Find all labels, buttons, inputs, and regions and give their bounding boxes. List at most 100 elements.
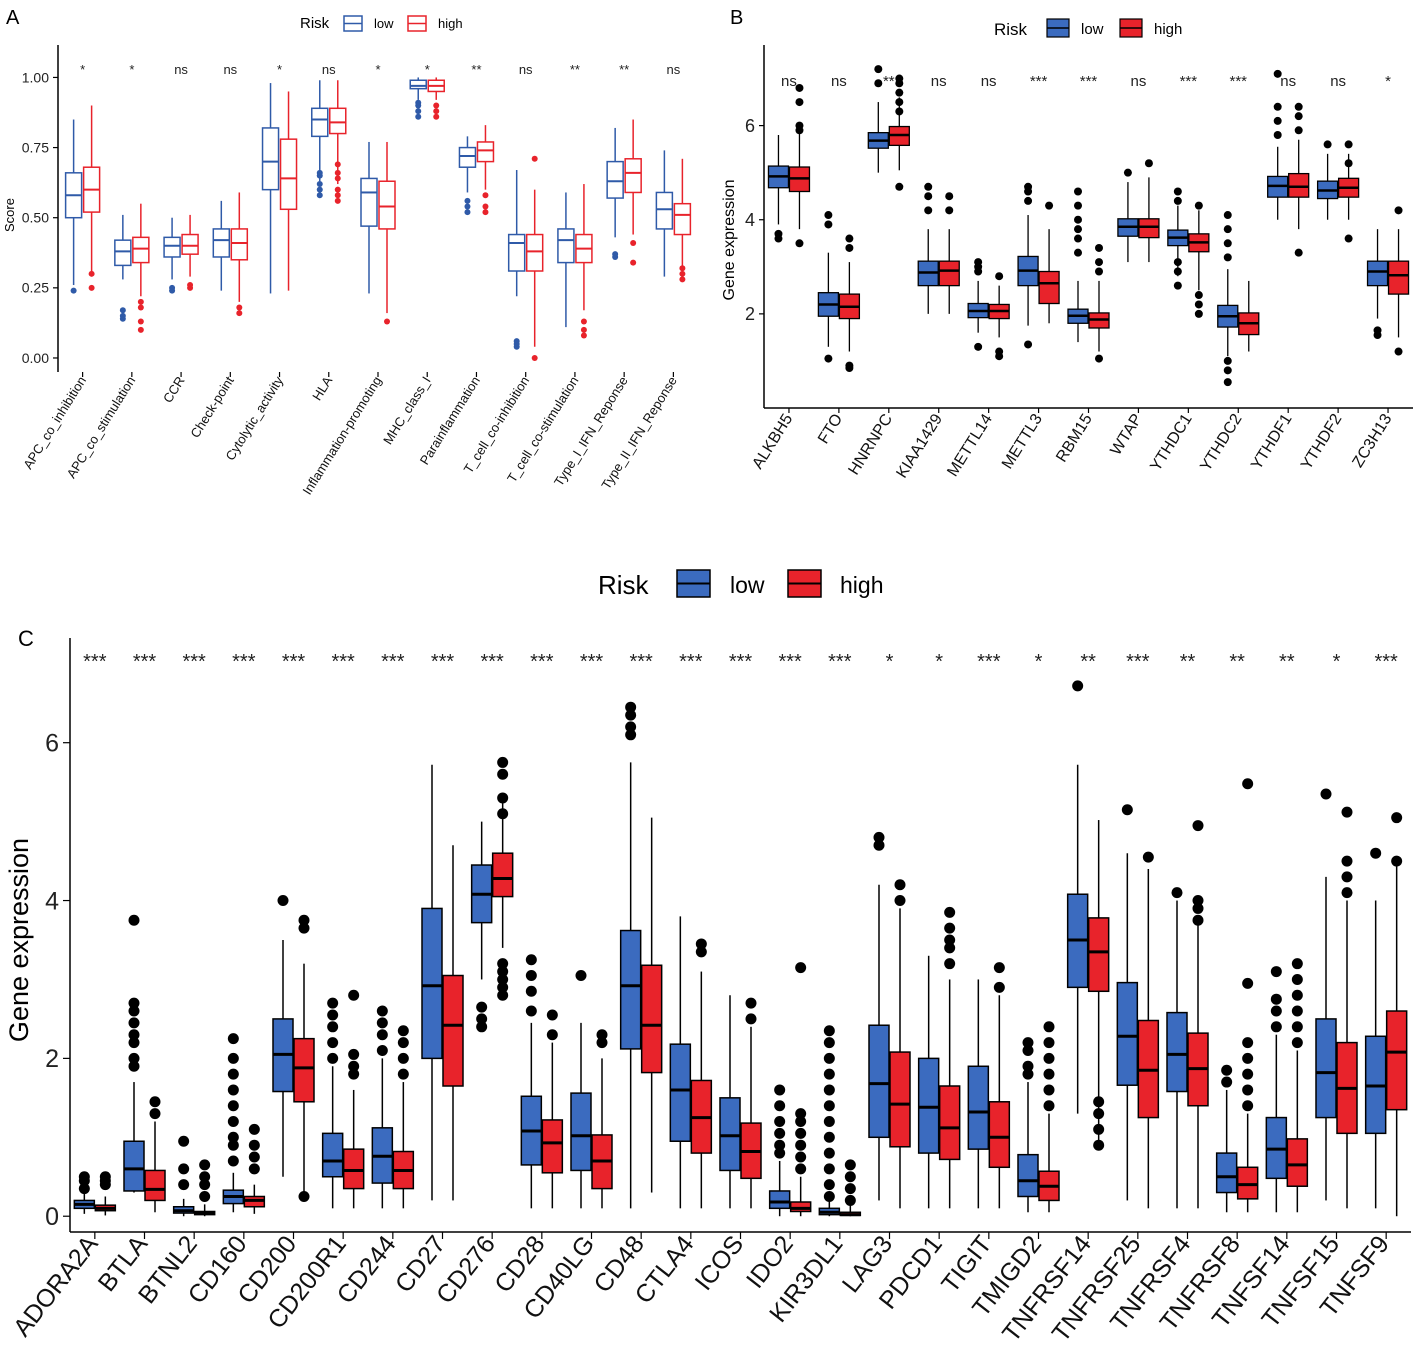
outlier-point [415, 108, 422, 115]
outlier-point [745, 997, 757, 1009]
box-high [1236, 778, 1259, 1213]
outlier-point [334, 161, 341, 168]
outlier-point [327, 1037, 339, 1049]
box-high [1137, 851, 1160, 1209]
significance-label: *** [828, 651, 852, 673]
box-body [938, 260, 960, 287]
box-high [1087, 820, 1110, 1151]
outlier-point [1270, 1005, 1282, 1017]
box-body [868, 1024, 890, 1139]
outlier-point [795, 239, 804, 248]
box-low [311, 80, 329, 199]
outlier-point [695, 946, 707, 958]
significance-label: ns [1280, 73, 1296, 90]
outlier-point [745, 1013, 757, 1025]
box-high [378, 141, 396, 325]
outlier-point [1391, 855, 1403, 867]
outlier-point [88, 284, 95, 291]
x-tick-label: FTO [815, 411, 846, 447]
outlier-point [1173, 196, 1182, 205]
y-tick-label: 4 [45, 887, 59, 915]
panel-b-legend-low-label: low [1081, 21, 1104, 38]
outlier-point [795, 98, 804, 107]
outlier-point [78, 1175, 90, 1187]
box-body [1288, 172, 1310, 198]
outlier-point [625, 721, 637, 733]
outlier-point [1223, 225, 1232, 234]
outlier-point [476, 1001, 488, 1013]
outlier-point [1043, 1100, 1055, 1112]
outlier-point [823, 1116, 835, 1128]
outlier-point [1223, 356, 1232, 365]
box-body [624, 158, 642, 194]
outlier-point [236, 310, 243, 317]
box-body [1236, 1166, 1259, 1200]
box-low [818, 1025, 841, 1217]
outlier-point [1291, 1037, 1303, 1049]
outlier-point [823, 1100, 835, 1112]
x-tick-label: YTHDC1 [1147, 411, 1195, 474]
outlier-point [823, 1084, 835, 1096]
box-body [311, 107, 329, 138]
outlier-point [464, 209, 471, 216]
outlier-point [199, 1190, 211, 1202]
x-tick-label: YTHDF2 [1298, 411, 1345, 473]
box-low [1366, 229, 1389, 340]
x-tick-label: Check-point [187, 373, 237, 440]
box-low [817, 211, 840, 363]
outlier-point [178, 1179, 190, 1191]
box-low [768, 1084, 791, 1217]
panel-c-letter: C [18, 626, 34, 651]
panel-a: A Risk low high Score 0.00 0.25 0.50 0.75 1.… [2, 7, 692, 497]
outlier-point [974, 342, 983, 351]
outlier-point [774, 1127, 786, 1139]
box-high [94, 1171, 117, 1216]
outlier-point [1273, 102, 1282, 111]
box-low [321, 997, 344, 1209]
outlier-point [497, 981, 509, 993]
x-tick-label: METTL14 [944, 411, 996, 480]
outlier-point [894, 879, 906, 891]
box-high [476, 125, 495, 216]
significance-label: *** [778, 651, 802, 673]
box-body [163, 236, 181, 258]
outlier-point [795, 962, 807, 974]
significance-label: *** [729, 651, 753, 673]
box-high [1188, 201, 1210, 318]
outlier-point [70, 287, 77, 294]
outlier-point [580, 332, 587, 339]
outlier-point [1043, 1021, 1055, 1033]
outlier-point [531, 155, 538, 162]
outlier-point [128, 1052, 140, 1064]
outlier-point [525, 954, 537, 966]
outlier-point [630, 259, 637, 266]
x-tick-label: HNRNPC [846, 411, 897, 478]
outlier-point [248, 1123, 260, 1135]
outlier-point [695, 938, 707, 950]
outlier-point [1394, 206, 1403, 215]
significance-label: *** [381, 651, 405, 673]
outlier-point [316, 169, 323, 176]
box-low [261, 83, 280, 294]
outlier-point [99, 1179, 111, 1191]
outlier-point [895, 182, 904, 191]
box-body [329, 107, 347, 135]
outlier-point [1194, 300, 1203, 309]
outlier-point [823, 1025, 835, 1037]
box-body [321, 1132, 344, 1178]
outlier-point [348, 1068, 360, 1080]
panel-c-legend-low-label: low [730, 572, 765, 598]
box-body [421, 907, 443, 1060]
box-low [409, 77, 427, 120]
box-body [476, 141, 495, 163]
significance-label: *** [331, 651, 355, 673]
significance-label: *** [977, 651, 1001, 673]
box-high [690, 938, 713, 1209]
outlier-point [1043, 1084, 1055, 1096]
outlier-point [873, 839, 885, 851]
box-low [163, 217, 181, 294]
box-low [606, 127, 624, 260]
outlier-point [525, 985, 537, 997]
significance-label: * [886, 651, 894, 673]
y-tick-label: 1.00 [22, 69, 49, 85]
